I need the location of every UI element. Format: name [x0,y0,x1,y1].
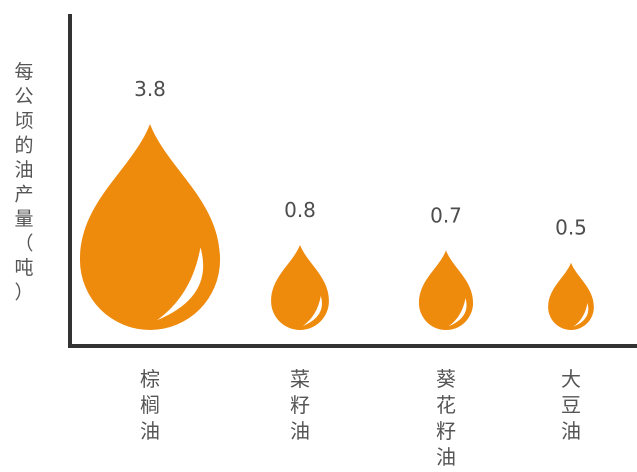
drop-mark [79,124,221,330]
drop-shape [418,250,474,330]
drop-highlight [157,247,204,321]
drop-highlight [448,298,467,327]
x-axis-labels: 棕榈油 菜籽油 葵花籽油 大豆油 [140,367,581,469]
value-label: 3.8 [134,77,166,101]
drop-mark [271,244,329,330]
drop-shape [271,244,329,330]
drop-mark [548,262,594,330]
drop-shape [548,262,594,330]
category-label: 菜籽油 [290,367,310,443]
category-label: 棕榈油 [140,367,160,443]
data-marks: 3.8 0.8 0.7 0.5 [79,77,594,330]
value-label: 0.7 [430,203,462,227]
y-axis-label: 每公顷的油产量（吨） [14,61,33,304]
axes [68,14,637,348]
value-label: 0.5 [555,216,587,240]
drop-highlight [302,295,322,326]
drop-highlight [573,303,589,327]
category-label: 大豆油 [561,367,581,443]
drop-shape [79,124,221,330]
category-label: 葵花籽油 [436,367,456,469]
drop-mark [418,250,474,330]
value-label: 0.8 [284,198,316,222]
